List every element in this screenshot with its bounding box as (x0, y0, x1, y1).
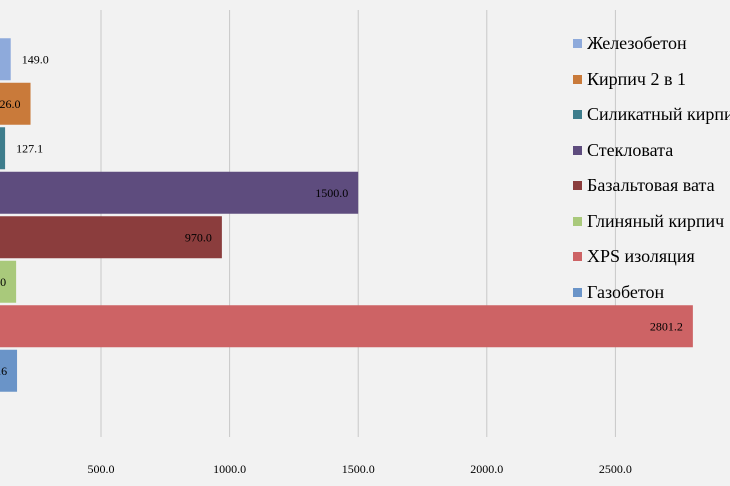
legend-item[interactable]: Базальтовая вата (573, 168, 730, 204)
legend-label: Железобетон (587, 33, 687, 54)
bar (0, 82, 31, 125)
legend-swatch (573, 252, 582, 262)
bar (0, 349, 18, 392)
bar (0, 305, 693, 348)
legend-swatch (573, 74, 582, 84)
legend-swatch (573, 110, 582, 120)
legend-label: Базальтовая вата (587, 175, 715, 196)
legend-item[interactable]: Газобетон (573, 275, 730, 311)
x-tick-label: 2000.0 (470, 462, 503, 476)
legend-item[interactable]: Кирпич 2 в 1 (573, 62, 730, 98)
legend-item[interactable]: XPS изоляция (573, 239, 730, 275)
legend-label: Глиняный кирпич (587, 210, 725, 231)
bar (0, 171, 359, 214)
bar (0, 38, 11, 81)
data-label: 2801.2 (650, 319, 683, 333)
legend-label: Кирпич 2 в 1 (587, 68, 686, 89)
legend-swatch (573, 287, 582, 297)
data-label: 3.6 (0, 364, 7, 378)
legend-item[interactable]: Стекловата (573, 133, 730, 169)
legend-swatch (573, 216, 582, 226)
legend-item[interactable]: Глиняный кирпич (573, 204, 730, 240)
legend-swatch (573, 181, 582, 191)
data-label: 26.0 (0, 97, 21, 111)
legend: Железобетон Кирпич 2 в 1 Силикатный кирп… (573, 26, 730, 310)
legend-label: Стекловата (587, 139, 674, 160)
data-label: 970.0 (185, 230, 212, 244)
bar (0, 260, 17, 303)
legend-item[interactable]: Железобетон (573, 26, 730, 62)
legend-label: Газобетон (587, 281, 665, 302)
x-tick-label: 500.0 (88, 462, 115, 476)
bar (0, 216, 222, 259)
data-label: 149.0 (22, 52, 49, 66)
legend-swatch (573, 39, 582, 49)
bar (0, 127, 6, 170)
legend-item[interactable]: Силикатный кирпич (573, 97, 730, 133)
x-tick-label: 2500.0 (599, 462, 632, 476)
x-tick-label: 1000.0 (213, 462, 246, 476)
data-label: 127.1 (16, 141, 43, 155)
legend-label: XPS изоляция (587, 246, 695, 267)
legend-label: Силикатный кирпич (587, 104, 730, 125)
legend-swatch (573, 145, 582, 155)
data-label: 1500.0 (315, 186, 348, 200)
data-label: 0.0 (0, 275, 6, 289)
x-tick-label: 1500.0 (342, 462, 375, 476)
